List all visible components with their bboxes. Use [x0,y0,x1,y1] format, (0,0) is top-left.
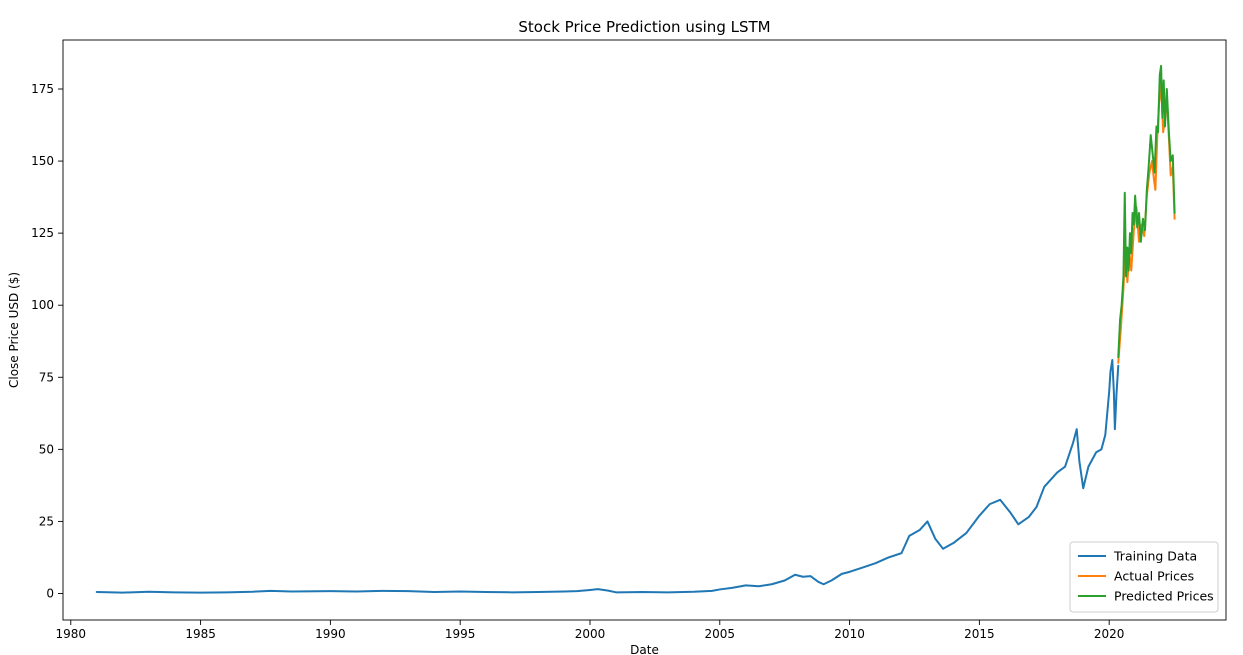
series-line-predicted-prices [1117,64,1176,359]
plot-area-frame [62,39,1227,621]
y-tick-label: 175 [31,82,54,96]
x-tick-label: 1985 [185,627,216,641]
legend-label: Predicted Prices [1114,589,1214,604]
legend-box [1069,541,1219,613]
legend-items: Training Data Actual Prices Predicted Pric… [1078,549,1214,604]
series-layer [95,64,1176,594]
x-tick-label: 2010 [834,627,865,641]
x-tick-label: 2015 [964,627,995,641]
y-tick-label: 75 [39,370,54,384]
y-tick-label: 150 [31,154,54,168]
y-tick-label: 50 [39,442,54,456]
x-tick-label: 1995 [445,627,476,641]
x-tick-label: 2005 [705,627,736,641]
y-tick-label: 100 [31,298,54,312]
y-tick-label: 125 [31,226,54,240]
y-tick-label: 25 [39,514,54,528]
x-tick-label: 2020 [1094,627,1125,641]
legend-label: Actual Prices [1114,569,1194,584]
x-tick-label: 1990 [315,627,346,641]
x-tick-label: 2000 [575,627,606,641]
y-tick-label: 0 [46,586,54,600]
y-axis-title: Close Price USD ($) [7,272,21,388]
x-tick-label: 1980 [56,627,87,641]
y-axis: 0 25 50 75 100 125 150 175 [31,82,63,600]
legend-label: Training Data [1113,549,1197,564]
x-axis-title: Date [630,643,659,655]
chart-title: Stock Price Prediction using LSTM [518,18,770,36]
x-axis: 1980 1985 1990 1995 2000 2005 2010 2015 2020 [56,620,1125,641]
series-line-training-data [95,358,1120,594]
legend: Training Data Actual Prices Predicted Pric… [1069,541,1219,613]
